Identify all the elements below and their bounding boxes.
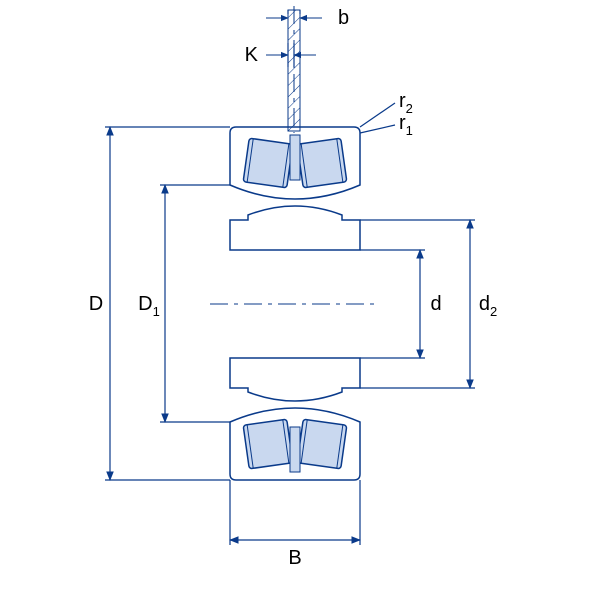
roller <box>297 138 347 188</box>
label-B: B <box>288 547 301 569</box>
inner-ring-bottom <box>230 358 360 401</box>
roller <box>243 419 293 469</box>
label-D1: D1 <box>138 293 160 319</box>
label-b: b <box>338 7 349 29</box>
label-d: d <box>430 293 441 315</box>
label-K: K <box>245 44 259 66</box>
roller <box>243 138 293 188</box>
inner-ring-top <box>230 206 360 250</box>
bearing-cross-section-diagram: DD1dd2BbKr1r2 <box>0 0 600 600</box>
label-d2: d2 <box>479 293 497 319</box>
roller <box>297 419 347 469</box>
label-D: D <box>89 293 103 315</box>
